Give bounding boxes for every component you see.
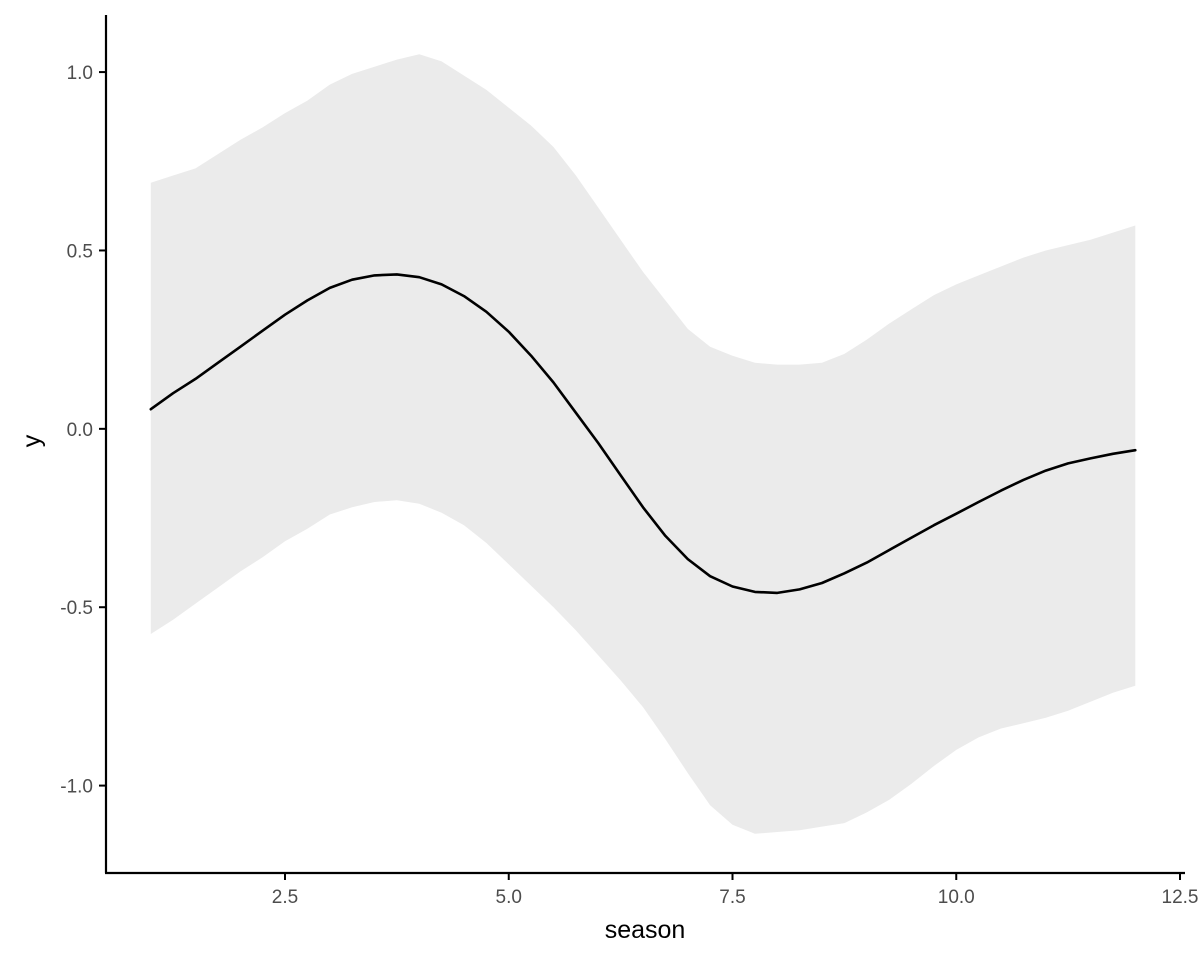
y-tick-label: 1.0 [67,63,93,84]
y-tick-label: -1.0 [60,777,93,798]
y-tick-label: 0.5 [67,241,93,262]
series-line-layer [149,273,1137,595]
y-tick-label: -0.5 [60,598,93,619]
y-axis-ticks: -1.0 -0.5 0.0 0.5 1.0 [60,63,106,798]
x-tick-label: 12.5 [1162,887,1199,908]
x-axis-ticks: 2.5 5.0 7.5 10.0 12.5 [272,873,1199,908]
series-line-0 [149,273,1137,595]
y-axis-title: y [18,434,46,447]
confidence-ribbon-layer [150,54,1136,834]
x-tick-label: 10.0 [938,887,975,908]
confidence-ribbon [150,54,1136,834]
x-tick-label: 2.5 [272,887,298,908]
x-axis-title: season [605,916,686,944]
x-tick-label: 5.0 [496,887,522,908]
x-tick-label: 7.5 [719,887,745,908]
y-tick-label: 0.0 [67,420,93,441]
